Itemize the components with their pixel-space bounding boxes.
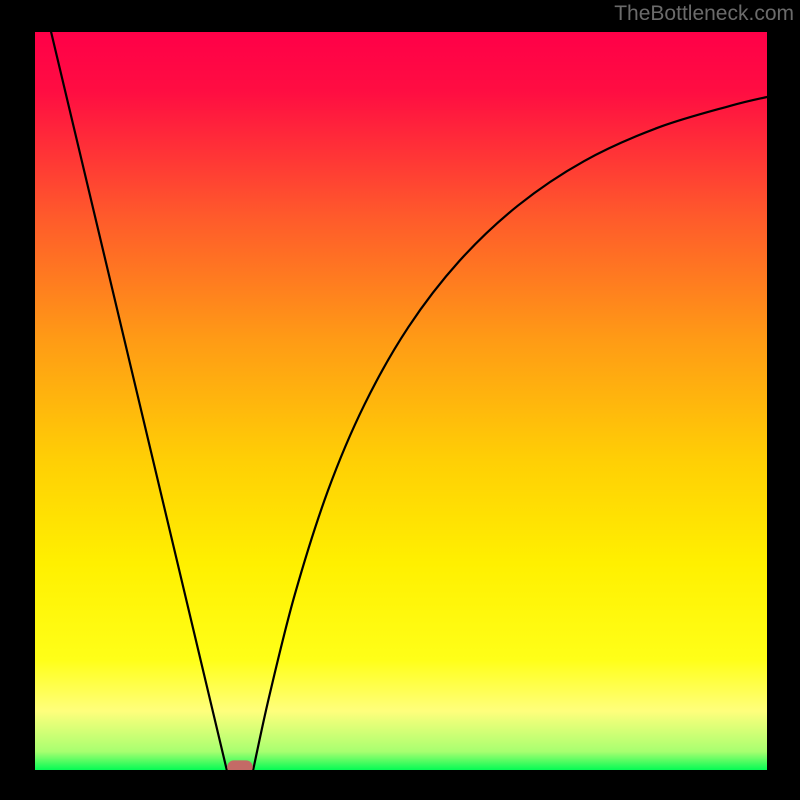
bottleneck-curve-plot xyxy=(35,32,767,770)
gradient-background xyxy=(35,32,767,770)
minimum-marker xyxy=(227,760,253,770)
watermark-text: TheBottleneck.com xyxy=(614,2,794,26)
